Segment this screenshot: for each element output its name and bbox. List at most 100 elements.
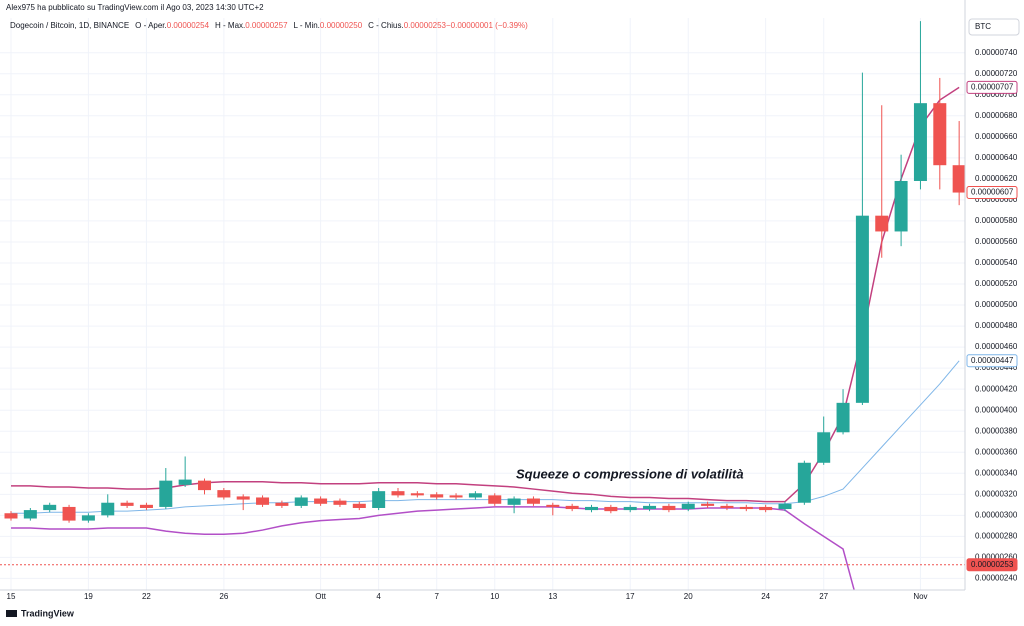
- price-label: 0.00000707: [971, 83, 1014, 92]
- legend-value: −0.00000001 (−0.39%): [446, 21, 528, 30]
- candle-body: [546, 504, 560, 507]
- candle-body: [256, 497, 270, 505]
- candle-body: [275, 502, 289, 506]
- candle-body: [507, 498, 521, 505]
- y-tick-label: 0.00000620: [975, 174, 1018, 183]
- price-label-box: [966, 558, 1018, 572]
- candle-body: [565, 505, 579, 510]
- candle-body: [952, 165, 965, 193]
- candle-body: [101, 502, 115, 516]
- candle-body: [604, 506, 618, 512]
- y-tick-label: 0.00000700: [975, 90, 1018, 99]
- candle-body: [120, 502, 134, 506]
- price-label-box: [966, 186, 1018, 200]
- x-tick-label: 17: [626, 592, 635, 601]
- candle-body: [739, 506, 753, 510]
- x-tick-label: 19: [84, 592, 93, 601]
- y-tick-label: 0.00000500: [975, 300, 1018, 309]
- y-tick-label: 0.00000640: [975, 153, 1018, 162]
- x-tick-label: 26: [219, 592, 228, 601]
- candle-body: [23, 510, 37, 519]
- candle-body: [333, 500, 347, 505]
- y-tick-label: 0.00000260: [975, 553, 1018, 562]
- candle-body: [778, 503, 792, 510]
- candle-body: [526, 498, 540, 504]
- y-tick-label: 0.00000680: [975, 111, 1018, 120]
- legend-label: C - Chius.: [368, 21, 404, 30]
- candle-body: [913, 103, 927, 181]
- legend-value: 0.00000257: [245, 21, 288, 30]
- price-label: 0.00000253: [971, 560, 1014, 569]
- x-tick-label: 13: [548, 592, 557, 601]
- candle-body: [817, 432, 831, 463]
- candle-body: [314, 498, 328, 504]
- candle-body: [681, 503, 695, 510]
- y-tick-label: 0.00000580: [975, 216, 1018, 225]
- y-tick-label: 0.00000520: [975, 279, 1018, 288]
- legend-label: L - Min.: [294, 21, 320, 30]
- publisher: Alex975 ha pubblicato su TradingView.com…: [6, 3, 264, 12]
- candle-body: [159, 480, 173, 507]
- x-tick-label: 4: [376, 592, 381, 601]
- candle-body: [372, 491, 386, 508]
- y-tick-label: 0.00000560: [975, 237, 1018, 246]
- candle-body: [933, 103, 947, 166]
- legend-value: 0.00000253: [404, 21, 447, 30]
- candle-body: [139, 504, 153, 508]
- y-tick-label: 0.00000740: [975, 48, 1018, 57]
- candle-body: [294, 497, 308, 506]
- y-tick-label: 0.00000300: [975, 510, 1018, 519]
- x-tick-label: Nov: [913, 592, 927, 601]
- unit-box: [968, 18, 1020, 36]
- x-tick-label: 10: [490, 592, 499, 601]
- candle-body: [468, 493, 482, 498]
- candle-body: [4, 513, 18, 519]
- price-label: 0.00000447: [971, 356, 1014, 365]
- y-tick-label: 0.00000460: [975, 342, 1018, 351]
- y-tick-label: 0.00000540: [975, 258, 1018, 267]
- candle-body: [236, 496, 250, 500]
- x-tick-label: 7: [434, 592, 439, 601]
- ohlc-legend: Dogecoin / Bitcoin, 1D, BINANCE O - Aper.…: [10, 21, 528, 30]
- candle-body: [449, 495, 463, 498]
- candle-body: [198, 480, 211, 491]
- y-axis-label: BTC: [975, 22, 991, 31]
- x-tick-label: 22: [142, 592, 151, 601]
- candle-body: [410, 493, 424, 496]
- candle-body: [62, 506, 76, 521]
- x-tick-label: 20: [684, 592, 693, 601]
- y-tick-label: 0.00000240: [975, 574, 1018, 583]
- legend-value: 0.00000254: [167, 21, 210, 30]
- y-tick-label: 0.00000280: [975, 531, 1018, 540]
- x-tick-label: Ott: [315, 592, 326, 601]
- candle-body: [643, 505, 657, 510]
- candle-body: [759, 506, 773, 511]
- candle-body: [488, 495, 502, 504]
- candle-body: [430, 494, 444, 498]
- x-tick-label: 27: [819, 592, 828, 601]
- annotation: Squeeze o compressione di volatilità: [516, 466, 744, 481]
- y-tick-label: 0.00000380: [975, 426, 1018, 435]
- candle-body: [623, 506, 637, 511]
- legend-value: 0.00000250: [320, 21, 363, 30]
- candle-body: [875, 215, 889, 232]
- y-tick-label: 0.00000720: [975, 69, 1018, 78]
- footer-logo: [6, 610, 17, 617]
- candle-body: [701, 503, 715, 506]
- candle-body: [836, 402, 850, 433]
- candle-body: [720, 505, 734, 508]
- y-tick-label: 0.00000480: [975, 321, 1018, 330]
- y-tick-label: 0.00000660: [975, 132, 1018, 141]
- price-label: 0.00000607: [971, 188, 1014, 197]
- x-tick-label: 24: [761, 592, 770, 601]
- price-label-box: [966, 354, 1018, 368]
- y-tick-label: 0.00000420: [975, 384, 1018, 393]
- candle-body: [797, 462, 811, 503]
- candle-body: [391, 491, 405, 496]
- price-label-box: [966, 80, 1018, 94]
- legend-label: H - Max.: [215, 21, 245, 30]
- candle-body: [662, 505, 676, 511]
